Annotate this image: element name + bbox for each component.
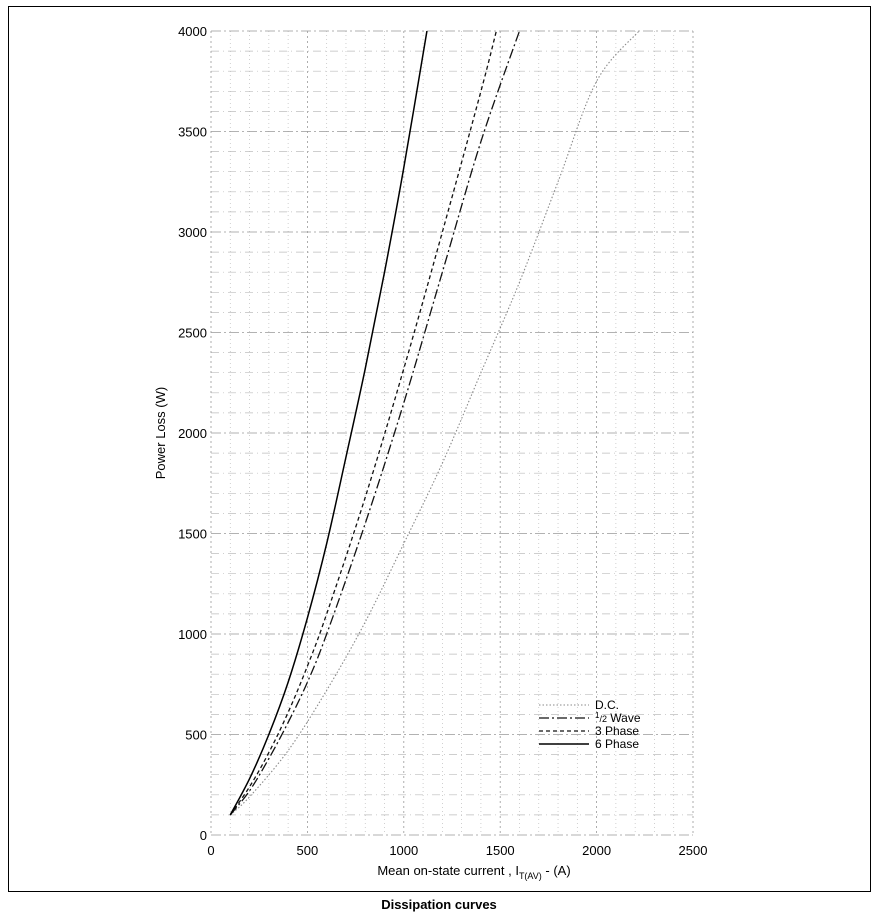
y-axis-label: Power Loss (W) <box>153 387 168 479</box>
legend-label: D.C. <box>595 698 619 712</box>
series-line-solid <box>229 30 428 816</box>
series-line-dash-dot <box>229 30 521 816</box>
y-tick-label: 4000 <box>178 24 207 39</box>
x-tick-label: 2000 <box>582 843 611 858</box>
x-axis-label: Mean on-state current , IT(AV) - (A) <box>377 863 570 881</box>
chart-frame: 0 500 1000 1500 2000 2500 0 500 1000 1500 2000 2500… <box>8 6 871 892</box>
x-tick-label: 1000 <box>389 843 418 858</box>
y-tick-label: 1500 <box>178 527 207 542</box>
y-tick-label: 2000 <box>178 426 207 441</box>
chart-caption: Dissipation curves <box>381 897 497 912</box>
legend-label: 3 Phase <box>595 724 639 738</box>
y-tick-label: 1000 <box>178 627 207 642</box>
legend-label: 1/2 Wave <box>595 711 641 725</box>
axes: 0 500 1000 1500 2000 2500 0 500 1000 1500 2000 2500… <box>153 24 707 881</box>
y-tick-label: 3000 <box>178 225 207 240</box>
series-lines <box>229 30 640 816</box>
y-tick-label: 500 <box>185 728 207 743</box>
series-line-dashed <box>229 30 497 816</box>
x-tick-label: 1500 <box>486 843 515 858</box>
series-line-dotted <box>229 30 640 816</box>
legend-label: 6 Phase <box>595 737 639 751</box>
x-tick-label: 500 <box>297 843 319 858</box>
x-tick-label: 0 <box>207 843 214 858</box>
grid <box>210 30 694 836</box>
dissipation-chart: 0 500 1000 1500 2000 2500 0 500 1000 1500 2000 2500… <box>153 24 707 881</box>
y-tick-label: 0 <box>200 828 207 843</box>
x-tick-label: 2500 <box>679 843 708 858</box>
y-tick-label: 2500 <box>178 326 207 341</box>
y-tick-label: 3500 <box>178 125 207 140</box>
